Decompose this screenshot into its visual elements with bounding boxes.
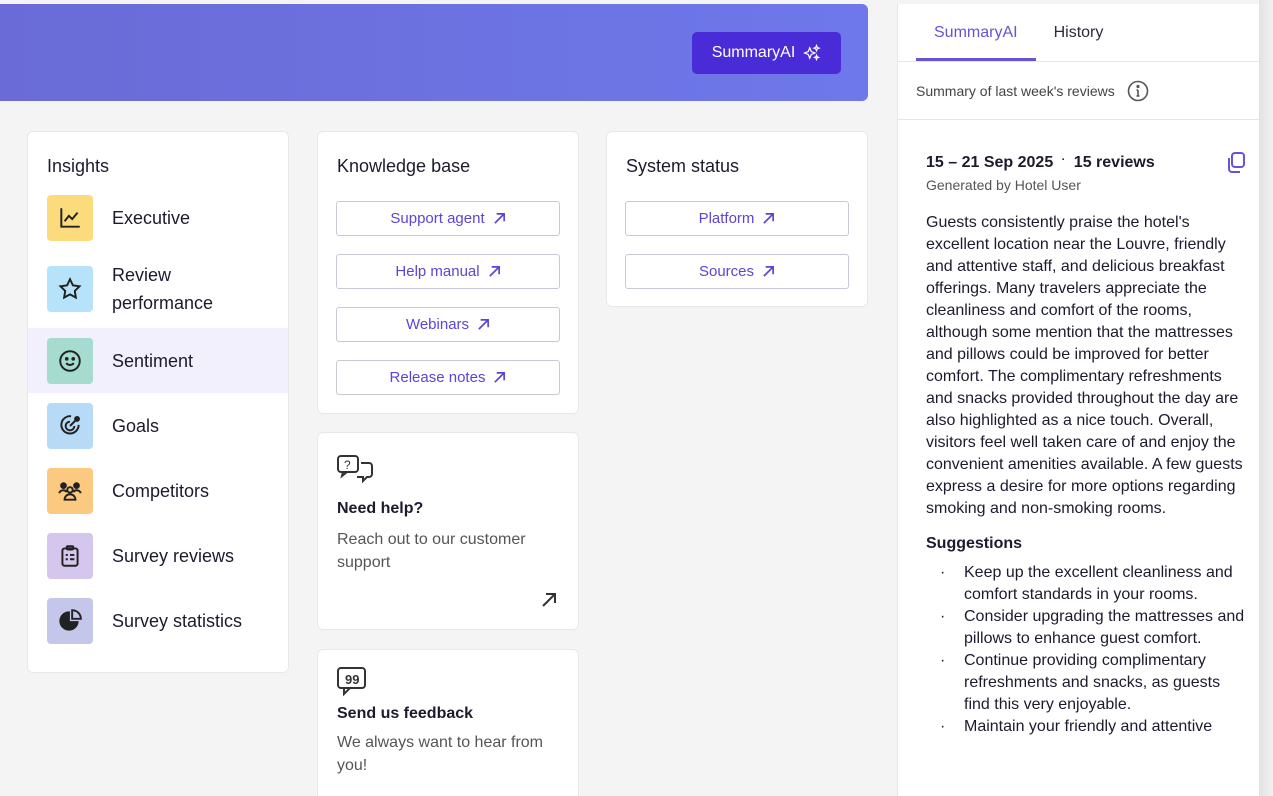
feedback-text: We always want to hear from you! [337, 734, 544, 774]
panel-edge-shadow [1259, 0, 1273, 796]
target-icon [47, 402, 93, 449]
insights-card: Insights Executive Review performance Sent… [27, 131, 289, 673]
insights-item-survey-reviews[interactable]: Survey reviews [28, 523, 288, 588]
info-icon[interactable] [1127, 80, 1149, 102]
summary-ai-button[interactable]: SummaryAI [692, 32, 841, 74]
system-status-card: System status Platform Sources [606, 131, 868, 307]
sparkles-icon [803, 44, 822, 62]
link-platform[interactable]: Platform [625, 201, 849, 236]
suggestion-item: Continue providing complimentary refresh… [926, 650, 1247, 716]
arrow-up-right-icon [494, 372, 506, 383]
system-status-title: System status [626, 156, 740, 176]
date-range: 15 – 21 Sep 2025 [926, 154, 1054, 171]
insights-item-review-performance[interactable]: Review performance [28, 250, 288, 328]
svg-text:99: 99 [345, 672, 359, 687]
review-count: 15 reviews [1073, 154, 1155, 171]
users-icon [47, 467, 93, 514]
feedback-title: Send us feedback [337, 705, 474, 722]
suggestion-item: Keep up the excellent cleanliness and co… [926, 562, 1247, 606]
summary-subtitle: Summary of last week's reviews [916, 82, 1115, 99]
suggestions-title: Suggestions [926, 535, 1023, 552]
insights-item-survey-statistics[interactable]: Survey statistics [28, 588, 288, 653]
link-label: Platform [698, 210, 755, 227]
link-label: Help manual [395, 263, 480, 280]
insights-title: Insights [47, 156, 110, 176]
insights-item-label: Survey statistics [112, 610, 243, 631]
insights-item-label: Survey reviews [112, 545, 235, 566]
pie-chart-icon [47, 597, 93, 644]
clipboard-icon [47, 532, 93, 579]
suggestions-list: Keep up the excellent cleanliness and co… [926, 562, 1247, 738]
insights-item-label: Review performance [112, 265, 214, 313]
link-label: Webinars [405, 316, 470, 333]
line-chart-icon [47, 194, 93, 241]
need-help-card[interactable]: ? Need help? Reach out to our customer s… [317, 432, 579, 630]
suggestion-item: Maintain your friendly and attentive [926, 716, 1247, 738]
arrow-up-right-icon [763, 266, 774, 277]
feedback-card[interactable]: 99 Send us feedback We always want to he… [317, 649, 579, 796]
summary-panel: SummaryAI History Summary of last week's… [897, 4, 1259, 796]
insights-item-goals[interactable]: Goals [28, 393, 288, 458]
summary-text: Guests consistently praise the hotel's e… [926, 214, 1243, 517]
insights-item-label: Goals [112, 415, 160, 436]
tab-summaryai[interactable]: SummaryAI [916, 4, 1036, 61]
link-release-notes[interactable]: Release notes [336, 360, 560, 395]
copy-icon[interactable] [1226, 152, 1246, 174]
smiley-icon [47, 337, 93, 384]
link-label: Support agent [390, 210, 485, 227]
link-webinars[interactable]: Webinars [336, 307, 560, 342]
insights-item-sentiment[interactable]: Sentiment [28, 328, 288, 393]
svg-text:?: ? [344, 458, 351, 472]
quote-bubble-icon: 99 [337, 667, 366, 697]
knowledge-base-card: Knowledge base Support agent Help manual W… [317, 131, 579, 414]
insights-item-label: Sentiment [112, 350, 194, 371]
generated-by: Generated by Hotel User [926, 177, 1081, 193]
link-label: Sources [698, 263, 755, 280]
link-label: Release notes [389, 369, 486, 386]
suggestion-item: Consider upgrading the mattresses and pi… [926, 606, 1247, 650]
star-icon [47, 266, 93, 312]
chat-question-icon: ? [337, 455, 373, 484]
summary-ai-label: SummaryAI [711, 44, 796, 61]
arrow-up-right-icon[interactable] [540, 591, 558, 609]
arrow-up-right-icon [493, 213, 505, 224]
insights-item-competitors[interactable]: Competitors [28, 458, 288, 523]
link-sources[interactable]: Sources [625, 254, 849, 289]
link-help-manual[interactable]: Help manual [336, 254, 560, 289]
need-help-title: Need help? [337, 500, 424, 517]
insights-item-label: Competitors [112, 480, 210, 501]
knowledge-base-title: Knowledge base [337, 156, 471, 176]
arrow-up-right-icon [478, 319, 490, 330]
arrow-up-right-icon [763, 213, 775, 224]
insights-item-executive[interactable]: Executive [28, 185, 288, 250]
arrow-up-right-icon [488, 266, 500, 277]
tab-history[interactable]: History [1053, 23, 1104, 41]
insights-item-label: Executive [112, 207, 191, 228]
need-help-text: Reach out to our customer support [337, 531, 526, 571]
link-support-agent[interactable]: Support agent [336, 201, 560, 236]
